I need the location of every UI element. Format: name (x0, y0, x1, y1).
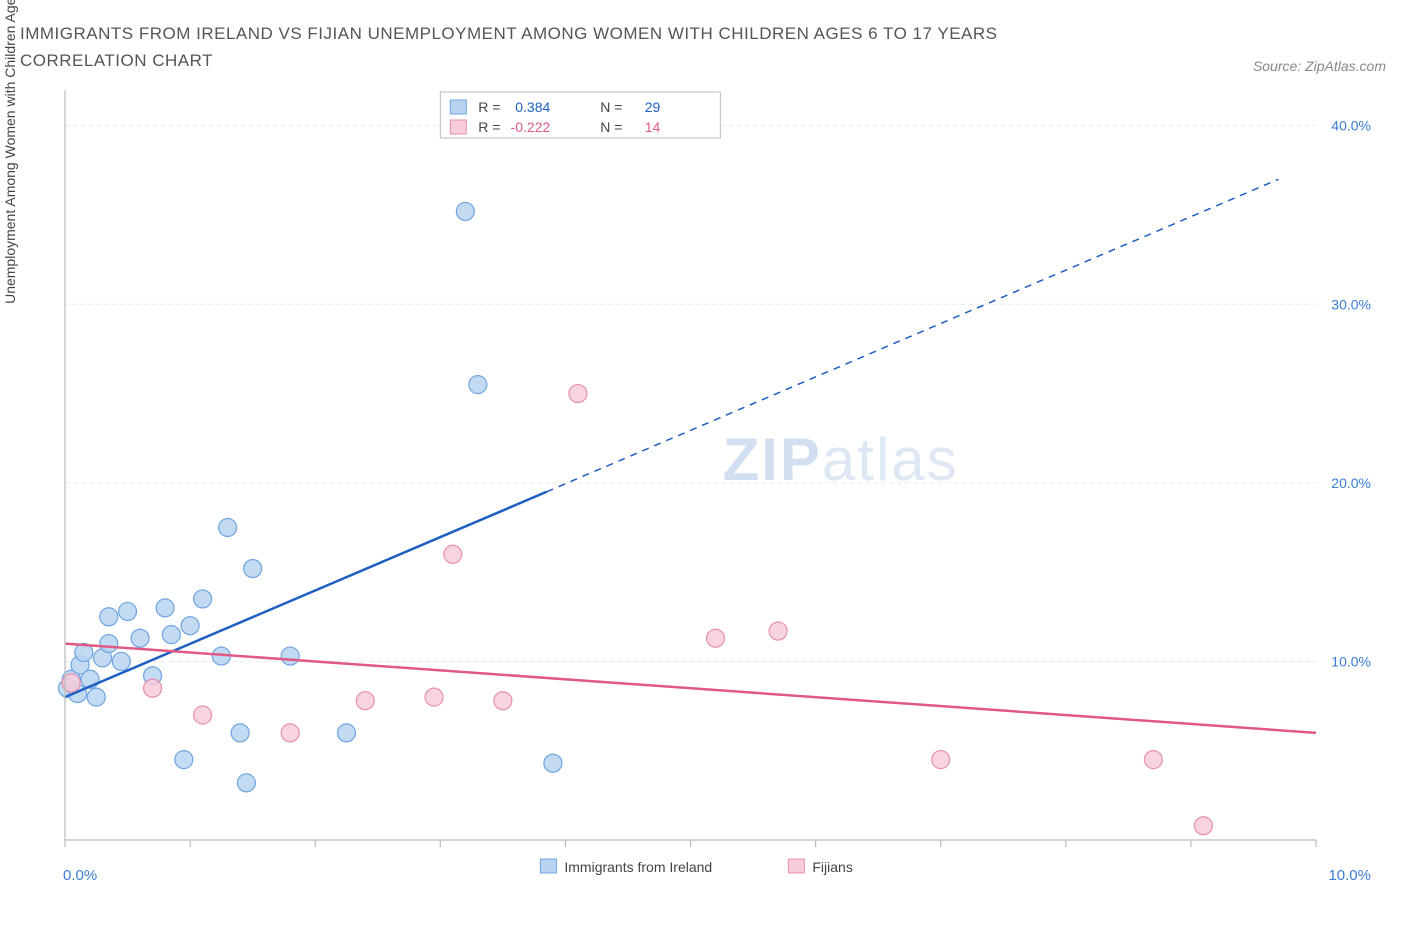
data-point (100, 635, 118, 653)
data-point (1144, 751, 1162, 769)
data-point (231, 724, 249, 742)
data-point (144, 680, 162, 698)
data-point (237, 774, 255, 792)
regression-line (65, 492, 547, 697)
data-point (281, 647, 299, 665)
correlation-legend: R = 0.384 N = 29 R = -0.222 N = 14 (440, 92, 720, 138)
data-point (131, 630, 149, 648)
data-point (175, 751, 193, 769)
data-point (569, 385, 587, 403)
data-point (544, 755, 562, 773)
data-point (100, 608, 118, 626)
data-point (156, 599, 174, 617)
data-point (119, 603, 137, 621)
x-tick-label: 0.0% (63, 867, 97, 884)
y-tick-label: 10.0% (1331, 654, 1371, 670)
data-point (494, 692, 512, 710)
legend-label: Immigrants from Ireland (564, 859, 712, 875)
svg-text:R =: R = (478, 99, 500, 115)
series-legend: Immigrants from Ireland Fijians (540, 859, 852, 875)
data-point (356, 692, 374, 710)
y-tick-label: 20.0% (1331, 475, 1371, 491)
data-point (181, 617, 199, 635)
data-point (456, 203, 474, 221)
legend-label: Fijians (812, 859, 852, 875)
svg-text:-0.222: -0.222 (511, 119, 551, 135)
data-point (1194, 817, 1212, 835)
svg-text:14: 14 (645, 119, 661, 135)
svg-text:R =: R = (478, 119, 500, 135)
data-point (707, 630, 725, 648)
svg-text:N =: N = (600, 119, 622, 135)
y-axis-label: Unemployment Among Women with Children A… (2, 0, 18, 304)
data-point (444, 546, 462, 564)
data-point (112, 653, 130, 671)
data-point (281, 724, 299, 742)
data-point (769, 622, 787, 640)
data-point (194, 706, 212, 724)
y-tick-label: 40.0% (1331, 118, 1371, 134)
x-tick-label: 10.0% (1328, 867, 1371, 884)
data-point (194, 590, 212, 608)
watermark: ZIPatlas (723, 426, 959, 493)
data-point (469, 376, 487, 394)
data-point (162, 626, 180, 644)
svg-text:0.384: 0.384 (515, 99, 550, 115)
chart-title: IMMIGRANTS FROM IRELAND VS FIJIAN UNEMPL… (20, 20, 1120, 74)
data-point (337, 724, 355, 742)
source-label: Source: ZipAtlas.com (1253, 58, 1386, 74)
y-tick-label: 30.0% (1331, 297, 1371, 313)
correlation-chart: 10.0% 20.0% 30.0% 40.0% ZIPatlas 0.0% 10.0% R =… (20, 80, 1386, 910)
svg-text:N =: N = (600, 99, 622, 115)
svg-text:29: 29 (645, 99, 661, 115)
data-point (244, 560, 262, 578)
data-point (932, 751, 950, 769)
data-point (87, 689, 105, 707)
data-point (219, 519, 237, 537)
data-point (425, 689, 443, 707)
regression-line (65, 644, 1316, 733)
